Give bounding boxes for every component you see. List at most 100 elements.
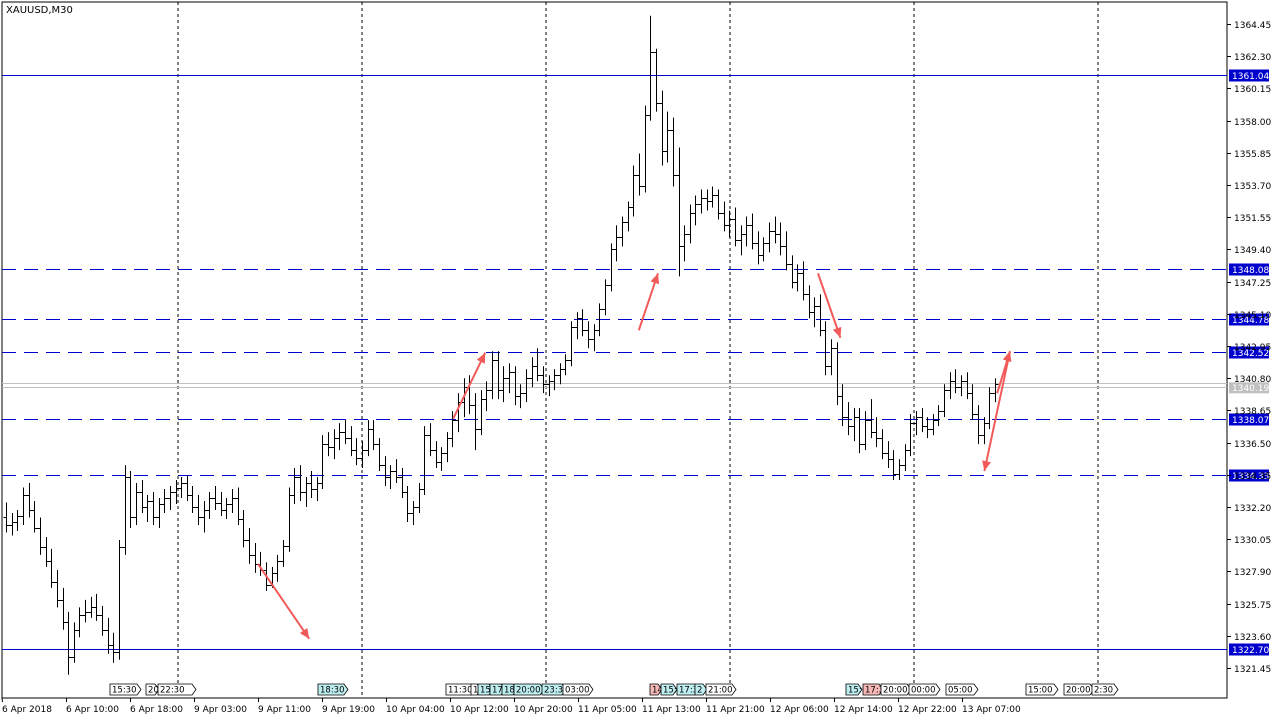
event-tag[interactable]: 20:00 [880, 683, 912, 696]
event-tag[interactable]: 20:00 [513, 683, 545, 696]
ohlc-bar[interactable] [715, 189, 722, 220]
ohlc-bar[interactable] [325, 432, 332, 457]
ohlc-bar[interactable] [845, 402, 852, 436]
ohlc-bar[interactable] [342, 420, 349, 445]
ohlc-bar[interactable] [410, 501, 417, 525]
ohlc-bar[interactable] [896, 459, 903, 481]
ohlc-bar[interactable] [319, 435, 326, 490]
ohlc-bar[interactable] [800, 261, 807, 301]
ohlc-bar[interactable] [585, 321, 592, 349]
ohlc-bar[interactable] [280, 539, 287, 567]
ohlc-bar[interactable] [240, 509, 247, 548]
ohlc-bar[interactable] [579, 309, 586, 337]
ohlc-bar[interactable] [167, 486, 174, 510]
ohlc-bar[interactable] [116, 539, 123, 660]
ohlc-bar[interactable] [393, 459, 400, 484]
ohlc-bar[interactable] [37, 517, 44, 555]
ohlc-bar[interactable] [670, 117, 677, 187]
ohlc-bar[interactable] [353, 438, 360, 466]
ohlc-bar[interactable] [653, 48, 660, 112]
ohlc-bar[interactable] [206, 492, 213, 519]
event-tag[interactable]: 15: [845, 683, 863, 696]
event-tag[interactable]: 21:00 [705, 683, 737, 696]
ohlc-bar[interactable] [65, 611, 72, 675]
ohlc-bar[interactable] [297, 465, 304, 502]
ohlc-bar[interactable] [777, 222, 784, 256]
ohlc-bar[interactable] [596, 303, 603, 337]
ohlc-bar[interactable] [212, 486, 219, 510]
trend-arrow-1[interactable] [452, 352, 487, 420]
trend-arrow-5[interactable] [982, 351, 1011, 472]
ohlc-bar[interactable] [506, 363, 513, 394]
ohlc-bar[interactable] [811, 297, 818, 328]
ohlc-bar[interactable] [387, 465, 394, 490]
ohlc-bar[interactable] [822, 321, 829, 376]
event-tag[interactable]: 15: [660, 683, 678, 696]
ohlc-bar[interactable] [692, 195, 699, 226]
ohlc-bar[interactable] [421, 426, 428, 496]
ohlc-bar[interactable] [879, 429, 886, 460]
ohlc-bar[interactable] [709, 186, 716, 208]
ohlc-bar[interactable] [195, 495, 202, 525]
ohlc-bar[interactable] [760, 237, 767, 262]
event-tag[interactable]: 2 [694, 683, 708, 696]
event-tag[interactable]: 18:30 [317, 683, 349, 696]
ohlc-bar[interactable] [783, 231, 790, 271]
trend-arrow-3[interactable] [817, 273, 842, 339]
ohlc-bar[interactable] [534, 348, 541, 382]
ohlc-bar[interactable] [890, 450, 897, 481]
ohlc-bar[interactable] [636, 153, 643, 196]
ohlc-bar[interactable] [308, 471, 315, 499]
ohlc-bar[interactable] [93, 593, 100, 621]
trend-arrow-2[interactable] [637, 273, 660, 331]
ohlc-bar[interactable] [54, 569, 61, 608]
ohlc-bar[interactable] [540, 366, 547, 394]
ohlc-bar[interactable] [647, 15, 654, 121]
event-tag[interactable]: 00:00 [908, 683, 941, 696]
ohlc-bar[interactable] [630, 165, 637, 217]
ohlc-bar[interactable] [613, 225, 620, 262]
ohlc-bar[interactable] [969, 384, 976, 421]
event-tag[interactable]: 03:00 [562, 683, 594, 696]
event-tag[interactable]: 15:00 [1025, 683, 1059, 696]
ohlc-bar[interactable] [743, 216, 750, 247]
ohlc-bar[interactable] [3, 502, 10, 533]
ohlc-bar[interactable] [500, 366, 507, 403]
ohlc-bar[interactable] [726, 210, 733, 238]
trend-arrow-0[interactable] [257, 563, 311, 640]
ohlc-bar[interactable] [359, 441, 366, 469]
ohlc-bar[interactable] [986, 387, 993, 430]
ohlc-bar[interactable] [935, 405, 942, 427]
ohlc-bar[interactable] [20, 487, 27, 525]
ohlc-bar[interactable] [223, 498, 230, 519]
ohlc-bar[interactable] [449, 411, 456, 448]
ohlc-bar[interactable] [975, 405, 982, 445]
ohlc-bar[interactable] [189, 486, 196, 513]
ohlc-bar[interactable] [291, 468, 298, 505]
ohlc-bar[interactable] [99, 605, 106, 636]
ohlc-bar[interactable] [551, 369, 558, 391]
ohlc-bar[interactable] [992, 378, 999, 403]
ohlc-bar[interactable] [246, 527, 253, 564]
ohlc-bar[interactable] [144, 495, 151, 522]
ohlc-bar[interactable] [664, 111, 671, 163]
ohlc-bar[interactable] [619, 216, 626, 247]
ohlc-bar[interactable] [958, 375, 965, 397]
ohlc-bar[interactable] [110, 632, 117, 663]
ohlc-bar[interactable] [602, 279, 609, 316]
ohlc-bar[interactable] [732, 207, 739, 247]
ohlc-bar[interactable] [941, 384, 948, 418]
ohlc-bar[interactable] [472, 393, 479, 451]
ohlc-bar[interactable] [161, 489, 168, 513]
ohlc-bar[interactable] [483, 381, 490, 412]
ohlc-bar[interactable] [31, 501, 38, 533]
ohlc-bar[interactable] [907, 414, 914, 457]
ohlc-bar[interactable] [274, 554, 281, 582]
ohlc-bar[interactable] [517, 384, 524, 409]
ohlc-bar[interactable] [698, 189, 705, 214]
event-tag[interactable]: 20: [145, 683, 162, 696]
ohlc-bar[interactable] [82, 599, 89, 623]
ohlc-bar[interactable] [376, 438, 383, 472]
ohlc-bar[interactable] [150, 492, 157, 525]
